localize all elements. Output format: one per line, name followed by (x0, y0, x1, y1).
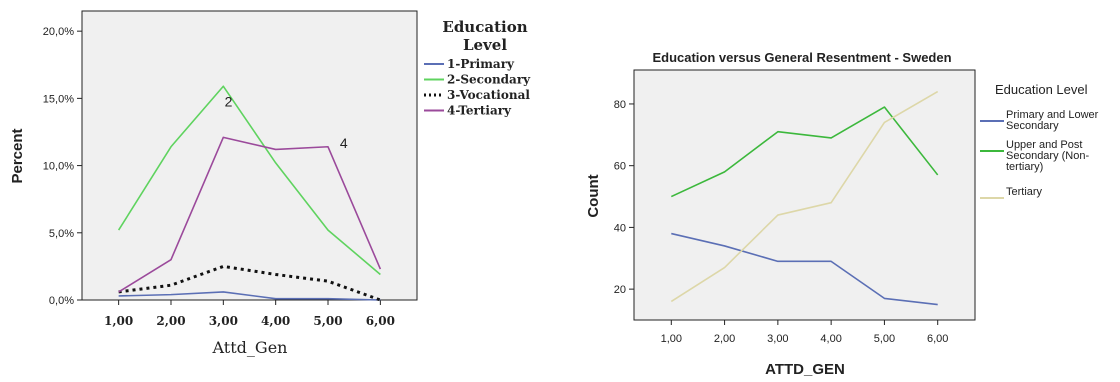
left-series-line-1 (118, 291, 381, 301)
right-x-axis: 1,00 2,00 3,00 4,00 5,00 6,00 (661, 320, 948, 345)
right-x-tick-label: 5,00 (874, 333, 895, 345)
right-plot-background (633, 69, 976, 321)
left-legend-title-line2: Level (463, 36, 507, 54)
left-y-tick-label: 5,0% (49, 228, 74, 240)
right-y-axis: 20 40 60 80 (614, 99, 634, 296)
left-x-tick-label: 4,00 (261, 314, 290, 328)
right-y-tick-label: 20 (614, 284, 626, 296)
right-y-axis-label: Count (585, 174, 602, 217)
left-y-tick-label: 20,0% (43, 26, 74, 38)
left-plot-background (81, 10, 418, 301)
left-x-tick-label: 3,00 (209, 314, 238, 328)
right-x-tick-label: 3,00 (767, 333, 788, 345)
left-x-tick-label: 5,00 (313, 314, 342, 328)
right-chart: Education versus General Resentment - Sw… (585, 50, 1099, 378)
left-legend-label: 1-Primary (447, 57, 515, 71)
right-y-tick-label: 40 (614, 222, 626, 234)
left-y-tick-label: 0,0% (49, 295, 74, 307)
left-x-tick-label: 6,00 (366, 314, 395, 328)
left-legend: Education Level 1-Primary 2-Secondary3-Vo… (424, 18, 531, 118)
right-legend-label-line: tertiary) (1006, 161, 1043, 173)
left-legend-label: 2-Secondary (447, 73, 531, 87)
right-series-group (670, 90, 939, 306)
right-chart-title: Education versus General Resentment - Sw… (652, 50, 951, 65)
right-x-axis-label: ATTD_GEN (765, 361, 845, 378)
right-y-tick-label: 60 (614, 161, 626, 173)
right-x-tick-label: 2,00 (714, 333, 735, 345)
left-y-axis-label: Percent (9, 128, 26, 183)
left-x-axis: 1,00 2,00 3,00 4,00 5,00 6,00 (104, 300, 395, 328)
right-legend-label-line: Secondary (Non- (1006, 150, 1089, 162)
left-x-tick-label: 2,00 (156, 314, 185, 328)
right-legend: Education Level Primary and LowerSeconda… (980, 82, 1099, 199)
left-annotations: 24 (225, 93, 348, 151)
left-annotation: 4 (340, 135, 348, 151)
left-chart: 0,0% 5,0% 10,0% 15,0% 20,0% 1,00 2,00 3,00 4,00… (9, 10, 531, 357)
left-series-group (117, 85, 382, 302)
left-series-line-3 (118, 264, 381, 302)
right-x-tick-label: 6,00 (927, 333, 948, 345)
left-x-tick-label: 1,00 (104, 314, 133, 328)
right-series-line-1 (671, 232, 938, 306)
left-annotation: 2 (225, 93, 233, 109)
left-y-axis: 0,0% 5,0% 10,0% 15,0% 20,0% (43, 26, 82, 307)
right-legend-label-line: Tertiary (1006, 186, 1043, 198)
right-legend-title: Education Level (995, 82, 1088, 97)
right-series-line-3 (670, 90, 939, 303)
left-y-tick-label: 10,0% (43, 161, 74, 173)
left-y-tick-label: 15,0% (43, 93, 74, 105)
left-legend-label: 3-Vocational (447, 88, 530, 102)
right-x-tick-label: 4,00 (820, 333, 841, 345)
left-legend-title-line1: Education (442, 18, 527, 36)
left-series-line-4 (118, 136, 382, 293)
right-series-line-2 (670, 106, 939, 198)
right-legend-label-line: Secondary (1006, 120, 1059, 132)
right-legend-label-line: Primary and Lower (1006, 109, 1099, 121)
left-x-axis-label: Attd_Gen (212, 338, 288, 357)
right-y-tick-label: 80 (614, 99, 626, 111)
right-x-tick-label: 1,00 (661, 333, 682, 345)
left-series-line-2 (117, 85, 381, 276)
right-legend-label-line: Upper and Post (1006, 139, 1082, 151)
left-legend-label: 4-Tertiary (447, 104, 512, 118)
